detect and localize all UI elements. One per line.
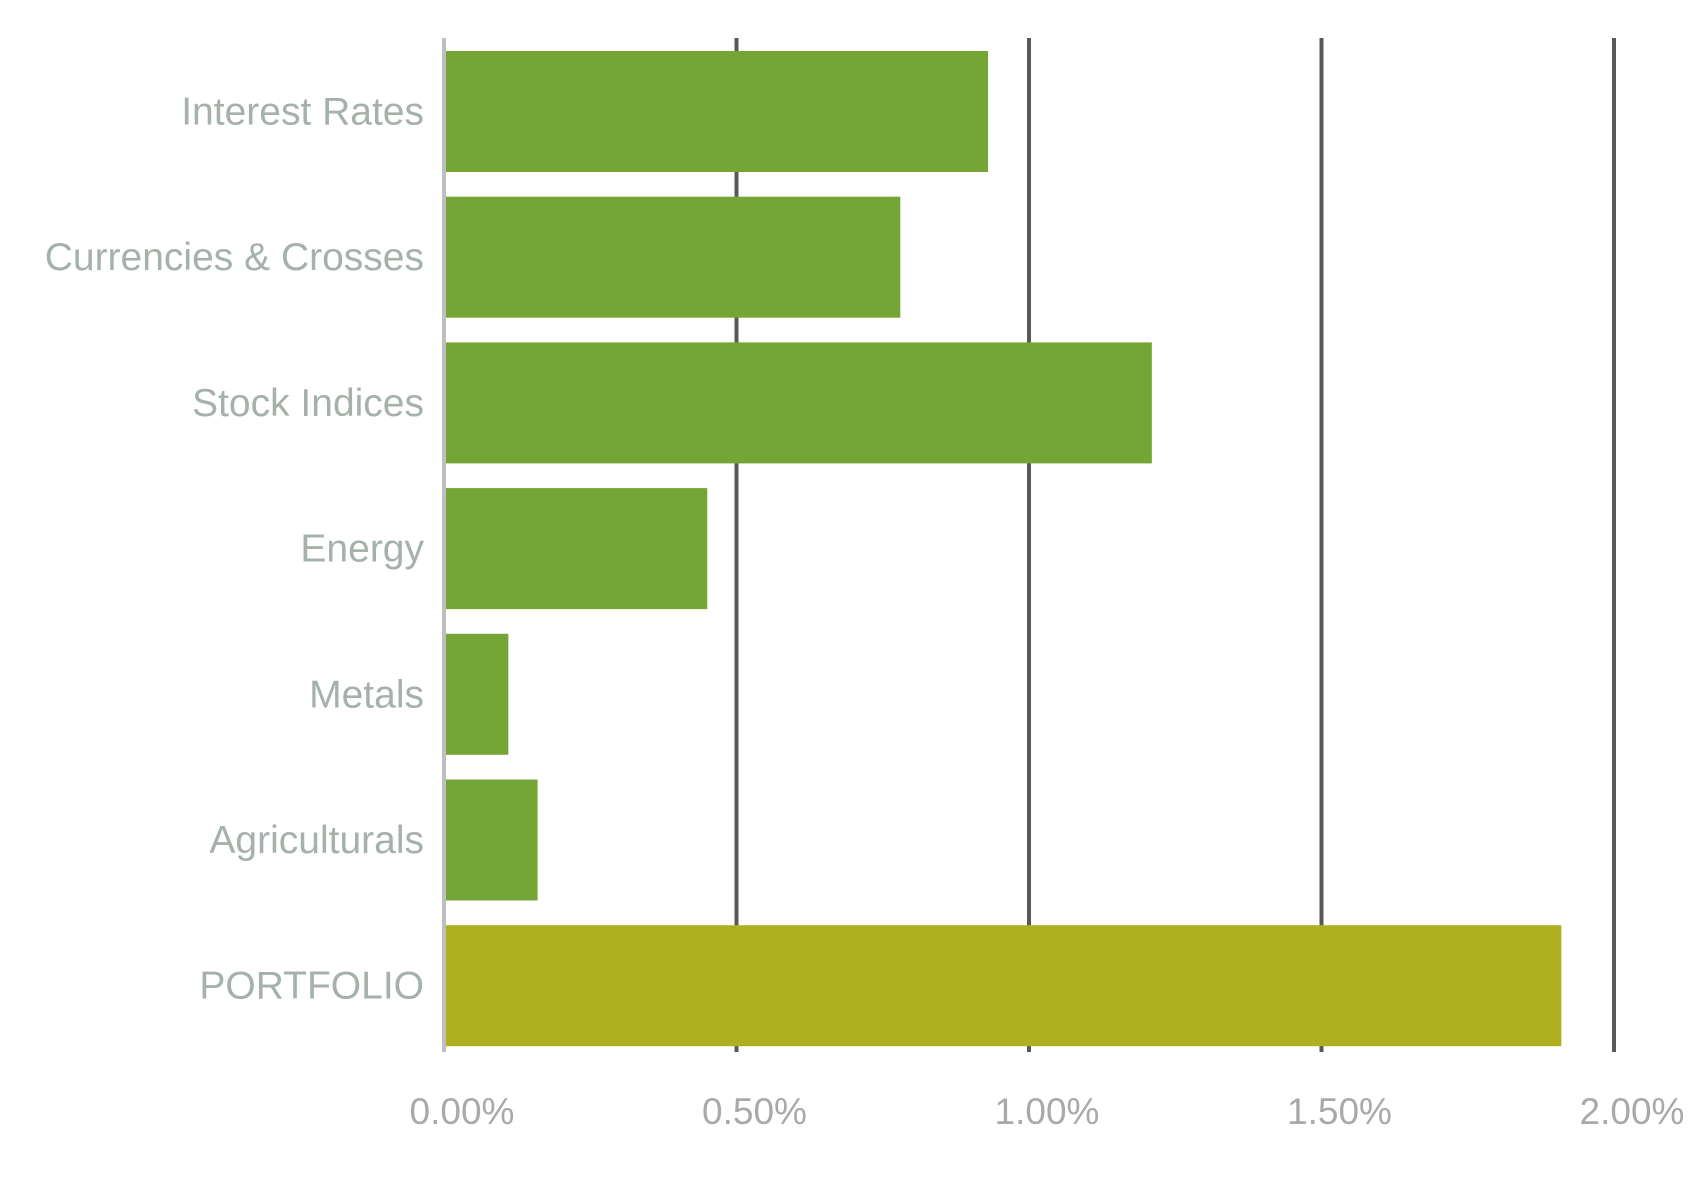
x-tick-labels: 0.00% 0.50% 1.00% 1.50% 2.00% — [410, 1091, 1685, 1132]
category-labels: Interest Rates Currencies & Crosses Stock … — [45, 91, 425, 1008]
category-label-portfolio: PORTFOLIO — [199, 965, 424, 1008]
category-label-currencies-and-crosses: Currencies & Crosses — [45, 236, 424, 279]
x-tick-label-0-00: 0.00% — [410, 1091, 515, 1132]
bar-currencies-and-crosses — [446, 196, 901, 318]
category-label-energy: Energy — [300, 528, 424, 571]
bar-interest-rates — [446, 51, 989, 172]
category-label-metals: Metals — [309, 673, 424, 716]
category-label-interest-rates: Interest Rates — [181, 91, 424, 134]
category-label-stock-indices: Stock Indices — [192, 382, 424, 425]
bar-portfolio — [446, 925, 1562, 1047]
bar-agriculturals — [446, 779, 538, 901]
bars — [446, 51, 1562, 1047]
category-label-agriculturals: Agriculturals — [209, 819, 424, 862]
bar-stock-indices — [446, 342, 1152, 464]
x-tick-label-1-00: 1.00% — [995, 1091, 1100, 1132]
bar-energy — [446, 488, 708, 610]
bar-metals — [446, 633, 509, 755]
gridlines — [734, 38, 1616, 1052]
x-tick-label-2-00: 2.00% — [1580, 1091, 1685, 1132]
x-tick-label-1-50: 1.50% — [1287, 1091, 1392, 1132]
x-tick-label-0-50: 0.50% — [702, 1091, 807, 1132]
